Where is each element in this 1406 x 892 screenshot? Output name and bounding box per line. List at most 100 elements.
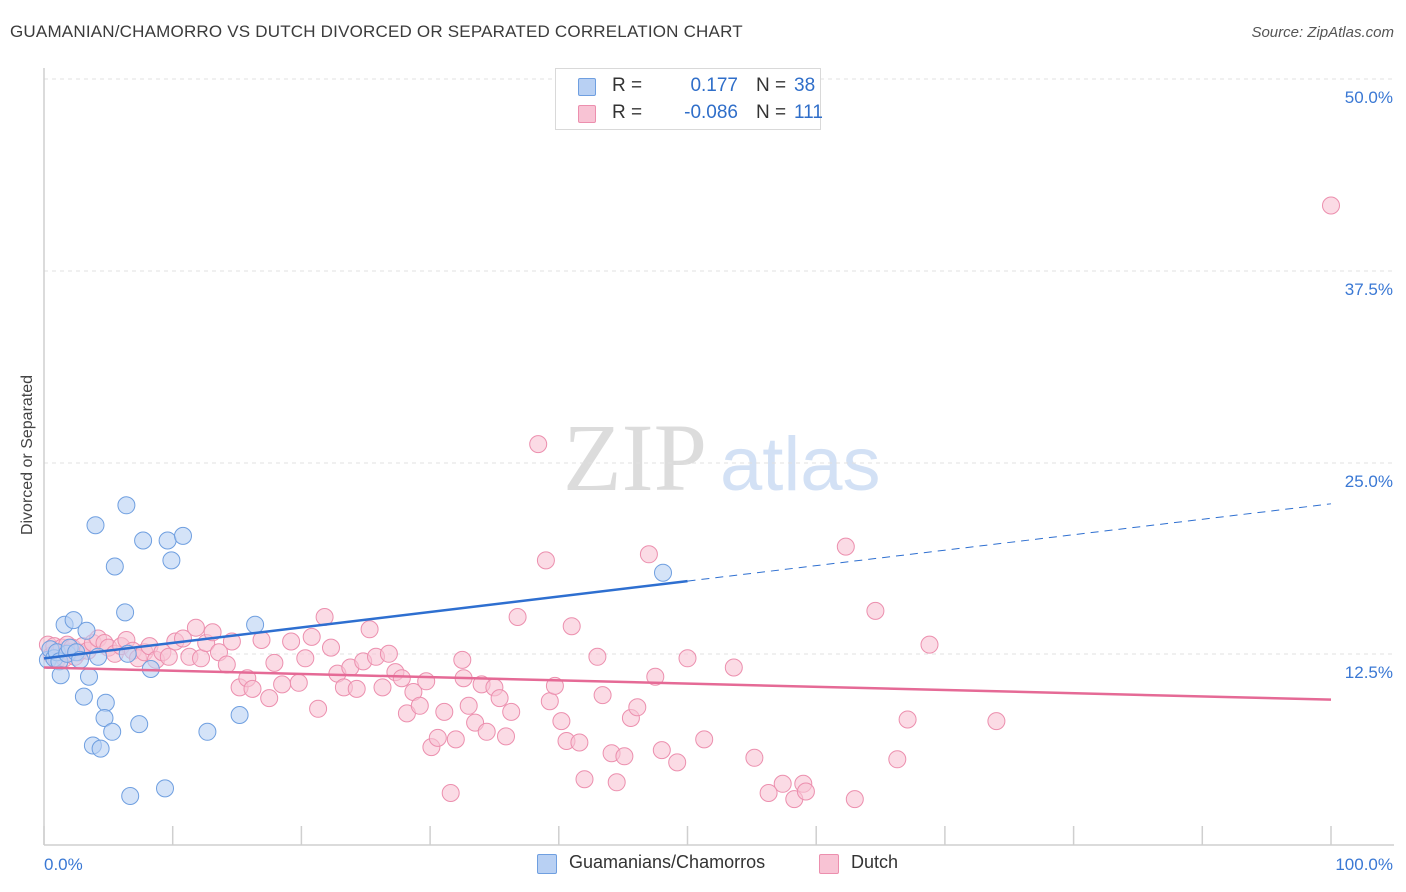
dutch-point [446,730,465,749]
dutch-point [360,620,379,639]
guamanian-point [230,706,249,724]
watermark-atlas: atlas [720,422,881,507]
dutch-point [562,617,581,636]
chart-title: GUAMANIAN/CHAMORRO VS DUTCH DIVORCED OR … [10,22,743,41]
dutch-point [159,647,178,666]
guamanian-trendline [43,579,688,660]
dutch-point [428,728,447,747]
guamanian-point [91,739,110,758]
y-tick-label: 25.0% [1345,472,1393,491]
dutch-point [695,730,714,749]
dutch-point [639,545,658,564]
dutch-point [898,710,917,729]
guamanian-point [80,667,98,686]
dutch-trendline [43,666,1332,701]
y-tick-label: 12.5% [1345,663,1393,682]
dutch-point [575,770,594,789]
guamanian-point [156,779,174,798]
guamanian-point [174,526,192,545]
dutch-point [379,644,398,663]
n-label: N = [756,102,787,123]
dutch-point [536,551,555,570]
guamanian-point [198,722,217,741]
blue-swatch [578,78,596,96]
dutch-point [265,653,284,672]
n-label: N = [756,75,787,96]
dutch-point [888,750,907,769]
r-value: 0.177 [690,75,738,96]
dutch-point [453,650,472,669]
dutch-point [273,675,292,694]
dutch-point [615,747,634,766]
x-tick-label: 0.0% [44,855,83,874]
guamanian-point [116,603,135,622]
guamanian-point [86,516,105,535]
guamanian-point [96,693,115,712]
guamanian-point [130,715,149,734]
watermark-zip: ZIP [563,404,707,511]
dutch-point [593,686,612,705]
guamanian-point [105,557,124,576]
legend-label: Dutch [851,852,899,872]
dutch-point [309,699,328,718]
guamanian-point [134,531,153,550]
dutch-point [866,601,885,620]
guamanian-point [246,615,265,634]
guamanian-point [121,787,140,805]
guamanian-point [74,687,93,706]
guamanian-point [654,563,672,582]
dutch-point [678,649,697,668]
dutch-point [529,435,548,454]
legend-label: Guamanians/Chamorros [569,852,766,872]
dutch-point [796,782,815,801]
dutch-point [260,689,279,708]
dutch-point [373,678,392,697]
dutch-point [987,712,1006,731]
legend-swatch-pink [819,854,839,874]
dutch-point [1322,196,1340,215]
dutch-point [652,741,671,760]
guamanian-trendline-extension [687,503,1332,582]
guamanian-point [95,709,114,727]
dutch-point [289,673,308,692]
dutch-point [217,655,236,674]
dutch-point [497,727,515,746]
dutch-point [607,773,626,792]
r-label: R = [612,75,643,96]
dutch-point [628,698,647,717]
dutch-point [392,669,411,688]
dutch-point [490,689,509,708]
dutch-point [347,679,366,698]
pink-swatch [578,105,596,123]
dutch-point [441,784,460,802]
source-credit: Source: ZipAtlas.com [1251,24,1394,41]
dutch-point [646,667,665,686]
dutch-point [477,722,496,741]
dutch-point [668,753,687,772]
n-value: 111 [794,102,823,123]
r-label: R = [612,102,643,123]
dutch-point [508,608,527,626]
legend-swatch-blue [537,854,557,874]
y-tick-label: 50.0% [1345,88,1393,107]
dutch-point [552,712,571,731]
dutch-point [920,635,939,654]
dutch-point [410,696,429,715]
dutch-point [588,647,607,666]
dutch-point [540,692,559,711]
dutch-point [282,632,301,651]
chart-legend: Guamanians/Chamorros Dutch [0,852,1406,878]
guamanian-point [64,611,83,630]
dutch-point [845,790,864,809]
stats-box: R = 0.177 N = 38 R = -0.086 N = 111 [555,68,823,130]
n-value: 38 [794,75,816,96]
dutch-point [192,649,210,668]
dutch-point [502,702,521,721]
dutch-point [186,618,205,637]
dutch-point [459,696,478,715]
dutch-point [570,733,589,752]
guamanian-point [103,722,122,741]
dutch-point [724,658,743,677]
dutch-point [435,702,454,721]
